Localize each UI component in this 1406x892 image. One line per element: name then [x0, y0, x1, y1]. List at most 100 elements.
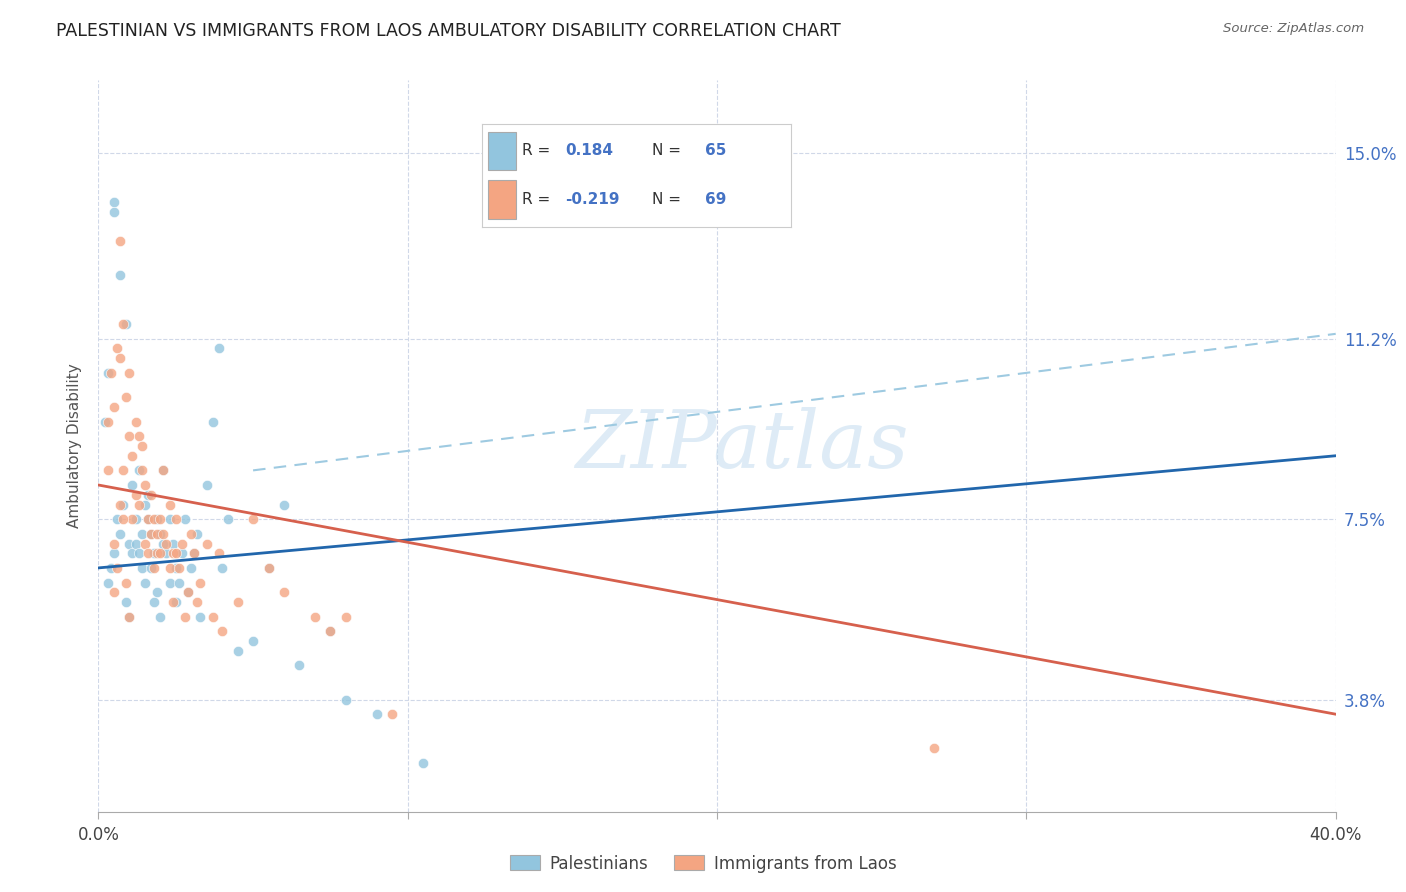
Point [136, 546, 159, 560]
Point [134, 498, 156, 512]
Point [152, 526, 174, 541]
Point [139, 526, 162, 541]
Point [195, 478, 218, 492]
Point [159, 512, 181, 526]
Point [273, 498, 295, 512]
Point [136, 512, 159, 526]
Y-axis label: Ambulatory Disability: Ambulatory Disability [67, 364, 83, 528]
Point [257, 561, 280, 575]
Point [217, 512, 239, 526]
Point [97, 463, 120, 477]
Point [118, 429, 141, 443]
Point [180, 561, 202, 575]
Point [195, 536, 218, 550]
Point [139, 488, 162, 502]
Text: ZIPatlas: ZIPatlas [575, 408, 908, 484]
Point [165, 512, 187, 526]
Point [201, 415, 224, 429]
Point [100, 366, 122, 380]
Point [155, 536, 177, 550]
Point [211, 624, 233, 639]
Point [108, 351, 131, 366]
Point [112, 317, 135, 331]
Point [112, 463, 135, 477]
Point [152, 536, 174, 550]
Point [128, 546, 150, 560]
Point [139, 526, 162, 541]
Point [186, 526, 208, 541]
Point [103, 585, 125, 599]
Point [115, 317, 138, 331]
Point [167, 561, 190, 575]
Point [124, 536, 146, 550]
Point [115, 595, 138, 609]
Point [97, 366, 120, 380]
Point [159, 498, 181, 512]
Point [273, 585, 295, 599]
Point [201, 609, 224, 624]
Point [186, 595, 208, 609]
Point [335, 692, 357, 706]
Point [183, 546, 205, 560]
Point [146, 546, 169, 560]
Point [162, 546, 184, 560]
Point [208, 546, 231, 560]
Point [93, 415, 115, 429]
Point [226, 595, 249, 609]
Point [112, 512, 135, 526]
Point [105, 512, 128, 526]
Point [177, 585, 200, 599]
Point [170, 546, 193, 560]
Point [146, 585, 169, 599]
Point [131, 526, 153, 541]
Text: Source: ZipAtlas.com: Source: ZipAtlas.com [1223, 22, 1364, 36]
Point [162, 536, 184, 550]
Point [174, 512, 197, 526]
Point [190, 609, 212, 624]
Point [105, 561, 128, 575]
Point [118, 609, 141, 624]
Point [149, 546, 172, 560]
Point [183, 546, 205, 560]
Point [131, 463, 153, 477]
Point [108, 234, 131, 248]
Point [226, 644, 249, 658]
Point [146, 526, 169, 541]
Point [112, 498, 135, 512]
Point [152, 463, 174, 477]
Point [381, 707, 404, 722]
Point [412, 756, 434, 770]
Point [208, 342, 231, 356]
Point [108, 268, 131, 283]
Point [152, 463, 174, 477]
Point [165, 595, 187, 609]
Point [366, 707, 388, 722]
Point [124, 512, 146, 526]
Point [174, 609, 197, 624]
Point [190, 575, 212, 590]
Point [134, 536, 156, 550]
Point [288, 658, 311, 673]
Point [128, 498, 150, 512]
Point [121, 546, 143, 560]
Point [121, 512, 143, 526]
Point [103, 195, 125, 210]
Point [143, 561, 166, 575]
Point [115, 575, 138, 590]
Point [143, 512, 166, 526]
Point [128, 429, 150, 443]
Point [131, 561, 153, 575]
Point [162, 595, 184, 609]
Point [121, 478, 143, 492]
Point [143, 546, 166, 560]
Point [118, 366, 141, 380]
Point [335, 609, 357, 624]
Point [118, 609, 141, 624]
Point [304, 609, 326, 624]
Point [242, 512, 264, 526]
Point [165, 561, 187, 575]
Point [319, 624, 342, 639]
Point [139, 561, 162, 575]
Point [146, 512, 169, 526]
Point [242, 634, 264, 648]
